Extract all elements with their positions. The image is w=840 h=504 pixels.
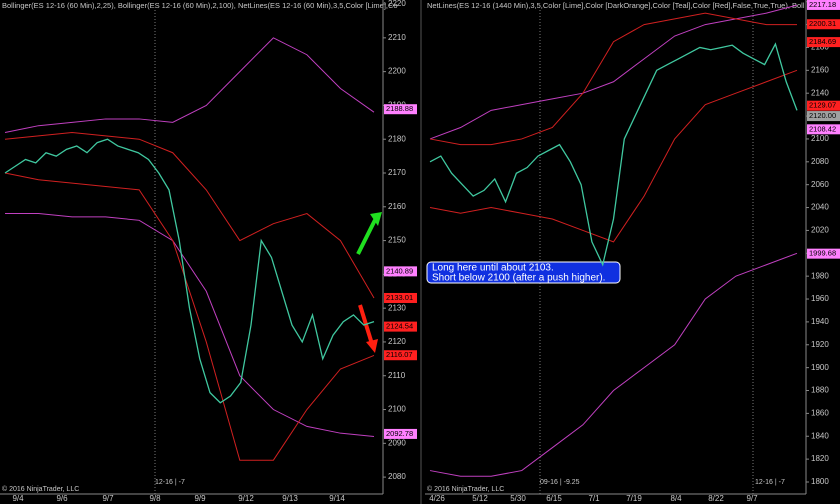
y-tick-label: 2160 bbox=[811, 65, 829, 74]
price-tag-label: 2092.78 bbox=[386, 429, 413, 438]
y-tick-label: 1920 bbox=[811, 340, 829, 349]
x-tick-label: 9/8 bbox=[149, 494, 161, 503]
down-arrow-head bbox=[366, 339, 378, 353]
price-tag-label: 2116.07 bbox=[386, 350, 413, 359]
contract-label: 12-16 | -7 bbox=[755, 479, 785, 486]
y-tick-label: 2170 bbox=[388, 168, 406, 177]
price-tag-label: 2129.07 bbox=[809, 101, 836, 110]
copyright: © 2016 NinjaTrader, LLC bbox=[2, 485, 79, 493]
x-tick-label: 9/7 bbox=[102, 494, 114, 503]
y-tick-label: 2210 bbox=[388, 33, 406, 42]
y-tick-label: 2090 bbox=[388, 438, 406, 447]
price-tag-label: 2133.01 bbox=[386, 293, 413, 302]
contract-label: 12-16 | -7 bbox=[155, 479, 185, 486]
x-tick-label: 9/9 bbox=[194, 494, 206, 503]
x-tick-label: 9/7 bbox=[746, 494, 758, 503]
y-tick-label: 1800 bbox=[811, 477, 829, 486]
price-tag-label: 1999.68 bbox=[809, 249, 836, 258]
band-line bbox=[429, 252, 798, 477]
price-tag bbox=[807, 37, 840, 48]
x-tick-label: 9/12 bbox=[238, 494, 254, 503]
y-tick-label: 2160 bbox=[388, 202, 406, 211]
chart-header: NetLines(ES 12-16 (1440 Min),3,5,Color [… bbox=[427, 1, 805, 10]
y-tick-label: 1860 bbox=[811, 408, 829, 417]
y-tick-label: 2220 bbox=[388, 0, 406, 8]
price-tag bbox=[384, 104, 417, 115]
price-tag bbox=[807, 100, 840, 111]
price-tag-label: 2184.69 bbox=[809, 37, 836, 46]
y-tick-label: 1840 bbox=[811, 431, 829, 440]
contract-label: 09-16 | -9.25 bbox=[540, 479, 580, 486]
price-tag bbox=[807, 0, 840, 10]
price-tag-label: 2140.89 bbox=[386, 266, 413, 275]
x-tick-label: 7/19 bbox=[626, 494, 642, 503]
x-tick-label: 5/30 bbox=[510, 494, 526, 503]
up-arrow bbox=[356, 219, 377, 255]
y-tick-label: 2080 bbox=[388, 472, 406, 481]
price-tag bbox=[807, 19, 840, 30]
y-tick-label: 2100 bbox=[811, 134, 829, 143]
chart-header: Bollinger(ES 12-16 (60 Min),2,25), Bolli… bbox=[2, 1, 398, 10]
y-tick-label: 1900 bbox=[811, 363, 829, 372]
price-tag-label: 2188.88 bbox=[386, 104, 413, 113]
y-tick-label: 1820 bbox=[811, 454, 829, 463]
x-tick-label: 8/22 bbox=[708, 494, 724, 503]
price-tag bbox=[384, 292, 417, 303]
y-tick-label: 2140 bbox=[811, 88, 829, 97]
x-tick-label: 7/1 bbox=[588, 494, 600, 503]
x-tick-label: 9/14 bbox=[329, 494, 345, 503]
y-tick-label: 1940 bbox=[811, 317, 829, 326]
price-line bbox=[429, 42, 798, 267]
band-line bbox=[5, 213, 375, 438]
y-tick-label: 2200 bbox=[388, 67, 406, 76]
y-tick-label: 2060 bbox=[811, 180, 829, 189]
y-tick-label: 2080 bbox=[811, 157, 829, 166]
y-tick-label: 2100 bbox=[388, 405, 406, 414]
price-tag-label: 2120.00 bbox=[809, 111, 836, 120]
copyright: © 2016 NinjaTrader, LLC bbox=[427, 485, 504, 493]
x-tick-label: 9/6 bbox=[56, 494, 68, 503]
y-tick-label: 2020 bbox=[811, 226, 829, 235]
price-line bbox=[4, 138, 375, 404]
y-tick-label: 2110 bbox=[388, 371, 406, 380]
price-tag bbox=[384, 350, 417, 361]
price-tag bbox=[384, 266, 417, 277]
annotation-box bbox=[426, 261, 621, 284]
price-tag-label: 2217.18 bbox=[809, 0, 836, 9]
y-tick-label: 1880 bbox=[811, 386, 829, 395]
band-line bbox=[429, 69, 798, 243]
annotation-text: Long here until about 2103. bbox=[432, 263, 554, 274]
band-line bbox=[429, 12, 797, 146]
y-tick-label: 2130 bbox=[388, 303, 406, 312]
band-line bbox=[4, 131, 375, 299]
band-line bbox=[4, 37, 375, 133]
price-tag-label: 2200.31 bbox=[809, 19, 836, 28]
price-tag bbox=[384, 321, 417, 332]
y-tick-label: 2120 bbox=[388, 337, 406, 346]
up-arrow-head bbox=[370, 212, 382, 226]
price-tag-label: 2124.54 bbox=[386, 322, 413, 331]
y-tick-label: 2040 bbox=[811, 203, 829, 212]
x-tick-label: 6/15 bbox=[546, 494, 562, 503]
y-tick-label: 2150 bbox=[388, 236, 406, 245]
price-tag bbox=[807, 111, 840, 122]
price-tag bbox=[807, 248, 840, 259]
x-tick-label: 8/4 bbox=[670, 494, 682, 503]
y-tick-label: 2180 bbox=[388, 134, 406, 143]
x-tick-label: 9/13 bbox=[282, 494, 298, 503]
x-tick-label: 9/4 bbox=[12, 494, 24, 503]
band-line bbox=[4, 172, 375, 461]
y-tick-label: 1980 bbox=[811, 271, 829, 280]
x-tick-label: 5/12 bbox=[472, 494, 488, 503]
annotation-text: Short below 2100 (after a push higher). bbox=[432, 273, 605, 284]
price-tag bbox=[807, 124, 840, 135]
y-tick-label: 1960 bbox=[811, 294, 829, 303]
price-tag bbox=[384, 428, 417, 439]
x-tick-label: 4/26 bbox=[429, 494, 445, 503]
price-tag-label: 2108.42 bbox=[809, 124, 836, 133]
